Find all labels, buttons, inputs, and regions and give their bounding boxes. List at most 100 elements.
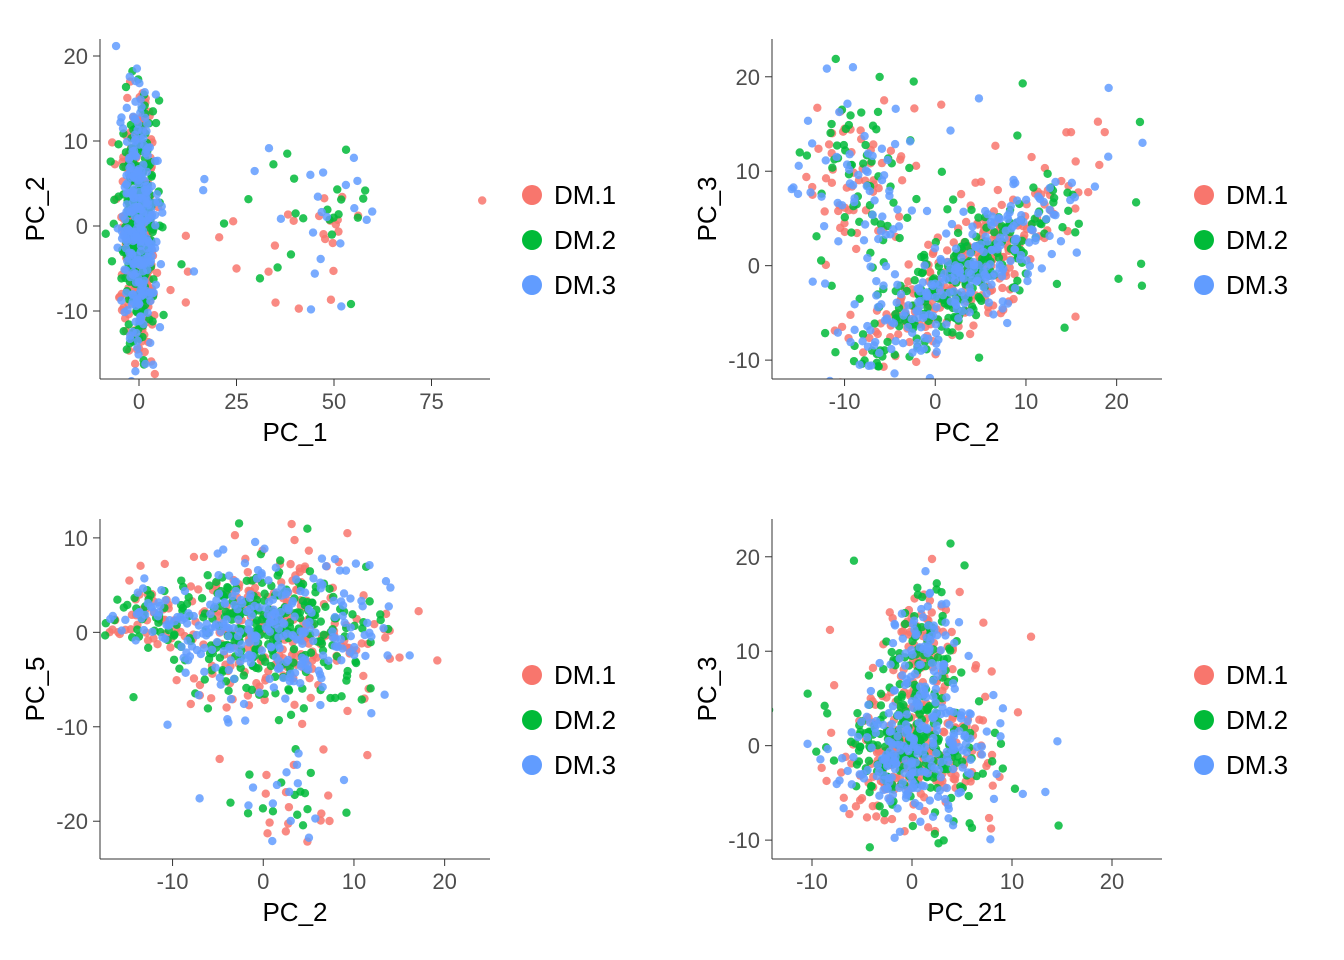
- data-point: [878, 145, 886, 153]
- data-point: [1007, 224, 1015, 232]
- data-point: [337, 656, 345, 664]
- data-point: [893, 804, 901, 812]
- data-point: [307, 694, 315, 702]
- data-point: [1034, 209, 1042, 217]
- data-point: [350, 643, 358, 651]
- data-point: [1019, 790, 1027, 798]
- data-point: [915, 661, 923, 669]
- data-point: [913, 339, 921, 347]
- data-point: [911, 670, 919, 678]
- data-point: [136, 312, 144, 320]
- data-point: [190, 674, 198, 682]
- data-point: [909, 822, 917, 830]
- data-point: [146, 143, 154, 151]
- data-point: [972, 277, 980, 285]
- data-point: [952, 245, 960, 253]
- data-point: [943, 246, 951, 254]
- data-point: [1101, 128, 1109, 136]
- legend-dot-icon: [1194, 665, 1214, 685]
- data-point: [830, 756, 838, 764]
- data-point: [155, 608, 163, 616]
- legend-label: DM.2: [554, 705, 616, 736]
- data-point: [946, 646, 954, 654]
- data-point: [295, 304, 303, 312]
- data-point: [882, 262, 890, 270]
- data-point: [863, 733, 871, 741]
- data-point: [386, 583, 394, 591]
- data-point: [235, 648, 243, 656]
- data-point: [298, 720, 306, 728]
- data-point: [269, 799, 277, 807]
- data-point: [863, 713, 871, 721]
- data-point: [299, 597, 307, 605]
- data-point: [891, 140, 899, 148]
- legend: DM.1DM.2DM.3: [1194, 660, 1288, 781]
- data-point: [981, 207, 989, 215]
- data-point: [329, 267, 337, 275]
- data-point: [383, 651, 391, 659]
- data-point: [840, 794, 848, 802]
- data-point: [318, 554, 326, 562]
- data-point: [311, 628, 319, 636]
- data-point: [958, 763, 966, 771]
- data-point: [909, 813, 917, 821]
- data-point: [264, 576, 272, 584]
- data-point: [325, 817, 333, 825]
- data-point: [361, 186, 369, 194]
- data-point: [997, 740, 1005, 748]
- x-tick-label: 50: [322, 389, 346, 414]
- data-point: [875, 792, 883, 800]
- data-point: [812, 232, 820, 240]
- data-point: [1043, 170, 1051, 178]
- data-point: [804, 117, 812, 125]
- data-point: [240, 671, 248, 679]
- scatter-plot: 0255075-1001020PC_1PC_2: [20, 25, 500, 455]
- data-point: [949, 765, 957, 773]
- data-point: [129, 693, 137, 701]
- data-point: [348, 610, 356, 618]
- data-point: [957, 711, 965, 719]
- data-point: [874, 184, 882, 192]
- data-point: [339, 601, 347, 609]
- data-point: [141, 88, 149, 96]
- data-point: [949, 739, 957, 747]
- y-axis-label: PC_3: [692, 176, 722, 241]
- data-point: [358, 695, 366, 703]
- data-point: [868, 152, 876, 160]
- data-point: [914, 298, 922, 306]
- data-point: [1025, 238, 1033, 246]
- data-point: [1046, 184, 1054, 192]
- data-point: [317, 617, 325, 625]
- data-point: [329, 239, 337, 247]
- legend-item: DM.3: [522, 750, 616, 781]
- data-point: [359, 194, 367, 202]
- data-point: [315, 667, 323, 675]
- data-point: [831, 348, 839, 356]
- data-point: [835, 776, 843, 784]
- data-point: [915, 719, 923, 727]
- panel-pc1-pc2: 0255075-1001020PC_1PC_2 DM.1DM.2DM.3: [0, 0, 672, 480]
- data-point: [365, 561, 373, 569]
- data-point: [908, 650, 916, 658]
- data-point: [887, 648, 895, 656]
- data-point: [269, 160, 277, 168]
- data-point: [347, 300, 355, 308]
- data-point: [190, 267, 198, 275]
- data-point: [158, 208, 166, 216]
- data-point: [816, 755, 824, 763]
- data-point: [289, 217, 297, 225]
- legend-dot-icon: [522, 755, 542, 775]
- data-point: [891, 270, 899, 278]
- data-point: [870, 196, 878, 204]
- x-tick-label: -10: [796, 869, 828, 894]
- data-point: [309, 637, 317, 645]
- legend-label: DM.3: [1226, 750, 1288, 781]
- data-point: [290, 612, 298, 620]
- data-point: [133, 344, 141, 352]
- data-point: [283, 630, 291, 638]
- data-point: [889, 702, 897, 710]
- panel-pc2-pc3: -1001020-1001020PC_2PC_3 DM.1DM.2DM.3: [672, 0, 1344, 480]
- data-point: [864, 701, 872, 709]
- data-point: [965, 308, 973, 316]
- data-point: [901, 308, 909, 316]
